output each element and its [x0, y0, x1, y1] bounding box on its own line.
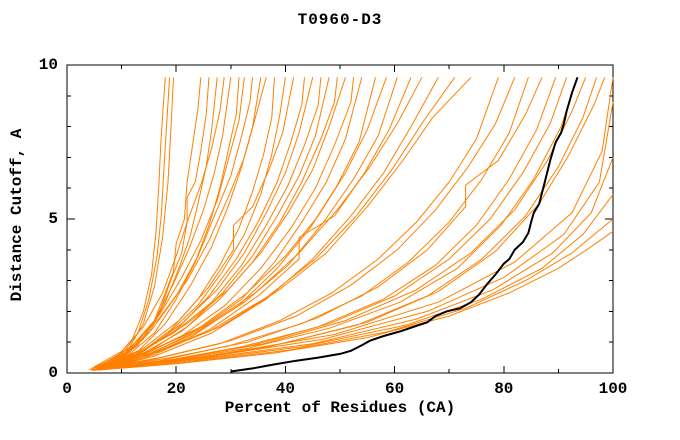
- model-curve: [96, 77, 171, 368]
- y-tick-label: 10: [38, 56, 58, 74]
- model-curve: [94, 77, 355, 371]
- model-curve: [96, 77, 305, 371]
- model-curve: [94, 77, 578, 371]
- x-tick-label: 0: [62, 380, 72, 398]
- x-tick-label: 80: [494, 380, 514, 398]
- model-curve: [91, 77, 286, 369]
- model-curve: [99, 77, 346, 368]
- model-curve: [91, 77, 398, 369]
- x-tick-label: 20: [166, 380, 186, 398]
- model-curve: [91, 77, 254, 369]
- model-curve: [99, 218, 614, 371]
- model-curve: [102, 77, 295, 368]
- x-tick-label: 60: [384, 380, 405, 398]
- model-curve: [99, 77, 218, 371]
- model-curve: [96, 77, 376, 371]
- model-curve: [99, 77, 275, 371]
- model-curve: [99, 77, 439, 371]
- model-curve: [99, 77, 516, 369]
- model-curve: [99, 77, 245, 368]
- model-curve: [96, 77, 338, 369]
- model-curve: [102, 76, 472, 368]
- model-curve: [96, 77, 423, 368]
- y-tick-label: 0: [48, 364, 58, 382]
- model-curve: [91, 230, 614, 371]
- model-curve: [94, 101, 614, 371]
- model-curve: [91, 77, 529, 371]
- model-curve: [94, 77, 456, 369]
- model-curve: [99, 77, 614, 369]
- x-tick-label: 100: [598, 380, 628, 398]
- model-curve: [94, 77, 166, 369]
- model-curve: [96, 77, 499, 371]
- model-curve: [96, 77, 267, 368]
- model-curve: [96, 77, 240, 371]
- x-axis-label: Percent of Residues (CA): [224, 399, 456, 417]
- plot-title: T0960-D3: [297, 11, 383, 29]
- model-curve: [94, 77, 225, 368]
- highlighted-model-curve: [230, 76, 579, 373]
- model-curve: [102, 77, 543, 369]
- y-tick-label: 5: [48, 210, 58, 228]
- model-curve: [102, 157, 614, 370]
- x-tick-label: 40: [275, 380, 295, 398]
- model-curve: [102, 77, 232, 369]
